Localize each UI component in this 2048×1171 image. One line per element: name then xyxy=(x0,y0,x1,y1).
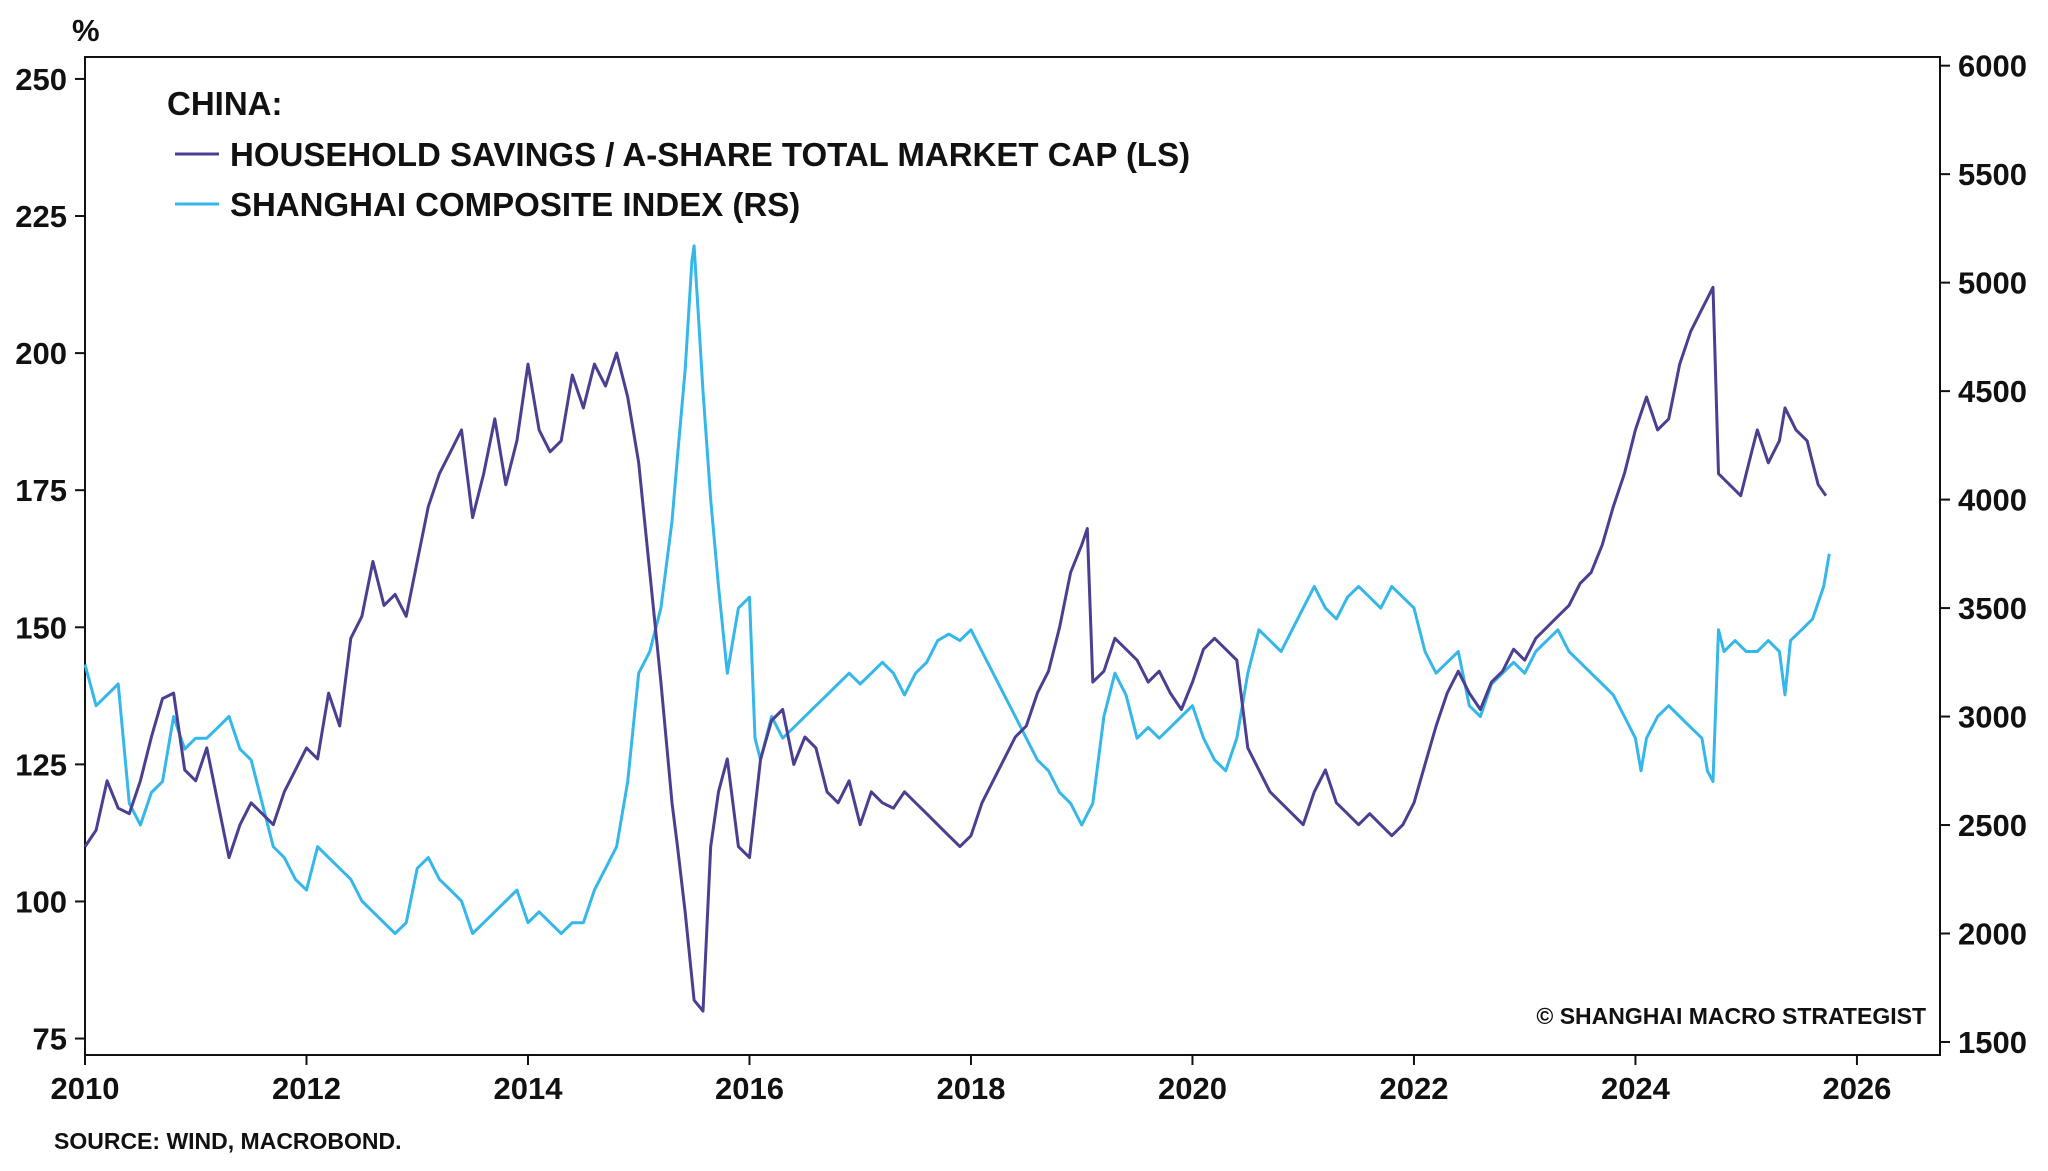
left-tick-label: 250 xyxy=(15,62,67,97)
x-tick-label: 2022 xyxy=(1379,1071,1448,1106)
series-layer xyxy=(83,244,1831,1013)
right-tick-label: 2500 xyxy=(1958,808,2027,843)
left-tick-label: 175 xyxy=(15,473,67,508)
x-tick-label: 2018 xyxy=(936,1071,1005,1106)
right-tick-label: 3000 xyxy=(1958,700,2027,735)
x-tick-label: 2016 xyxy=(715,1071,784,1106)
source-note: SOURCE: WIND, MACROBOND. xyxy=(54,1128,402,1154)
right-tick-label: 4000 xyxy=(1958,483,2027,518)
x-tick-label: 2020 xyxy=(1158,1071,1227,1106)
chart-title: CHINA: xyxy=(167,85,282,122)
x-tick-label: 2024 xyxy=(1601,1071,1671,1106)
x-tick-label: 2010 xyxy=(51,1071,120,1106)
copyright-note: © SHANGHAI MACRO STRATEGIST xyxy=(1536,1003,1926,1029)
right-tick-label: 2000 xyxy=(1958,917,2027,952)
right-tick-label: 1500 xyxy=(1958,1025,2027,1060)
left-tick-label: 225 xyxy=(15,199,67,234)
legend-label-shanghai: SHANGHAI COMPOSITE INDEX (RS) xyxy=(230,186,800,223)
right-tick-label: 5000 xyxy=(1958,266,2027,301)
ticks-layer: 75 100 125 150 175 200 225 250 1500 2000 2500 3000 3… xyxy=(15,49,2027,1106)
left-axis-unit: % xyxy=(72,13,100,48)
legend-label-savings: HOUSEHOLD SAVINGS / A-SHARE TOTAL MARKET… xyxy=(230,136,1190,173)
left-tick-label: 125 xyxy=(15,747,67,782)
x-tick-label: 2014 xyxy=(494,1071,564,1106)
right-tick-label: 3500 xyxy=(1958,591,2027,626)
right-tick-label: 6000 xyxy=(1958,49,2027,84)
right-tick-label: 4500 xyxy=(1958,374,2027,409)
left-tick-label: 75 xyxy=(33,1022,67,1057)
left-tick-label: 200 xyxy=(15,336,67,371)
left-tick-label: 150 xyxy=(15,610,67,645)
left-tick-label: 100 xyxy=(15,884,67,919)
right-tick-label: 5500 xyxy=(1958,157,2027,192)
plot-frame xyxy=(84,56,1941,1056)
series-line-savings xyxy=(83,285,1828,1013)
x-tick-label: 2012 xyxy=(272,1071,341,1106)
series-line-shanghai xyxy=(83,244,1831,935)
x-tick-label: 2026 xyxy=(1822,1071,1891,1106)
